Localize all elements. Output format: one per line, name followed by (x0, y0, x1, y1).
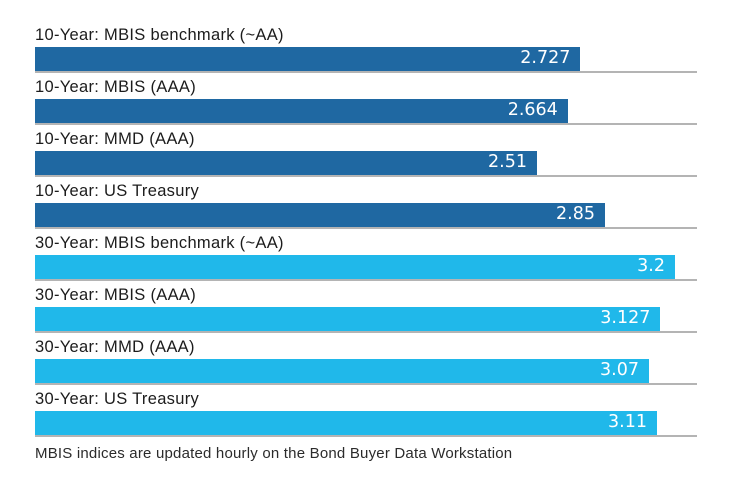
footnote: MBIS indices are updated hourly on the B… (35, 445, 513, 462)
bar-category-label: 10-Year: MMD (AAA) (35, 130, 195, 148)
bar-category-label: 30-Year: MBIS benchmark (~AA) (35, 234, 284, 252)
bar-category-label: 10-Year: MBIS benchmark (~AA) (35, 26, 284, 44)
bar: 3.127 (35, 307, 661, 331)
bar-track: 3.11 (35, 411, 697, 437)
bar-value-label: 2.664 (507, 100, 558, 121)
bar-track: 2.51 (35, 151, 697, 177)
bar-value-label: 3.2 (637, 256, 665, 277)
bar: 3.07 (35, 359, 649, 383)
bar-rows: 10-Year: MBIS benchmark (~AA) 2.727 10-Yea… (35, 21, 697, 437)
yield-bar-chart: 10-Year: MBIS benchmark (~AA) 2.727 10-Yea… (35, 21, 697, 462)
bar-category-label: 10-Year: MBIS (AAA) (35, 78, 196, 96)
bar-category-label: 30-Year: US Treasury (35, 390, 200, 408)
bar-value-label: 2.85 (556, 204, 595, 225)
bar-track: 2.85 (35, 203, 697, 229)
bar-track: 3.127 (35, 307, 697, 333)
bar-row: 10-Year: MBIS (AAA) 2.664 (35, 73, 697, 125)
bar-row: 30-Year: US Treasury 3.11 (35, 385, 697, 437)
bar-row: 30-Year: MMD (AAA) 3.07 (35, 333, 697, 385)
bar: 2.51 (35, 151, 537, 175)
bar-row: 10-Year: MBIS benchmark (~AA) 2.727 (35, 21, 697, 73)
bar-track: 2.664 (35, 99, 697, 125)
bar-track: 3.2 (35, 255, 697, 281)
bar: 3.2 (35, 255, 675, 279)
bar-row: 10-Year: MMD (AAA) 2.51 (35, 125, 697, 177)
bar-value-label: 2.727 (520, 48, 571, 69)
bar-category-label: 30-Year: MBIS (AAA) (35, 286, 196, 304)
bar-value-label: 3.11 (608, 412, 647, 433)
bar-track: 2.727 (35, 47, 697, 73)
bar-row: 30-Year: MBIS benchmark (~AA) 3.2 (35, 229, 697, 281)
bar-value-label: 3.07 (600, 360, 639, 381)
bar: 3.11 (35, 411, 657, 435)
bar-category-label: 30-Year: MMD (AAA) (35, 338, 195, 356)
bar: 2.664 (35, 99, 568, 123)
bar-category-label: 10-Year: US Treasury (35, 182, 200, 200)
bar: 2.85 (35, 203, 605, 227)
bar-value-label: 3.127 (600, 308, 651, 329)
bar-track: 3.07 (35, 359, 697, 385)
bar-row: 10-Year: US Treasury 2.85 (35, 177, 697, 229)
bar-value-label: 2.51 (488, 152, 527, 173)
bar-row: 30-Year: MBIS (AAA) 3.127 (35, 281, 697, 333)
bar: 2.727 (35, 47, 581, 71)
